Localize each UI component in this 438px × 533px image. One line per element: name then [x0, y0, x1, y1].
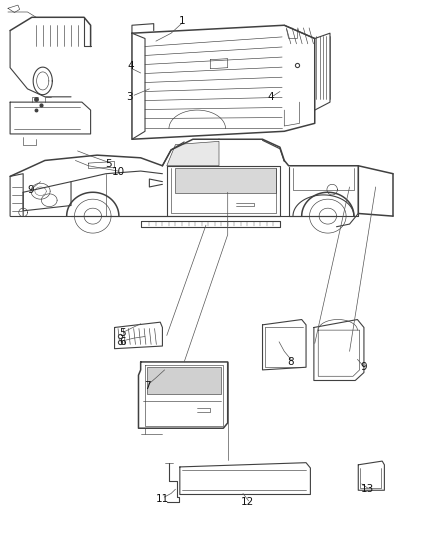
Text: 5: 5 [105, 159, 111, 168]
Text: 7: 7 [144, 381, 151, 391]
Text: 13: 13 [360, 484, 374, 494]
Text: 9: 9 [360, 362, 367, 372]
Polygon shape [147, 367, 221, 394]
Text: 9: 9 [28, 184, 34, 195]
Polygon shape [167, 141, 219, 166]
Text: 8: 8 [287, 357, 294, 367]
Text: 10: 10 [111, 167, 124, 177]
Text: 12: 12 [240, 497, 254, 507]
Text: 11: 11 [156, 494, 169, 504]
Text: 6: 6 [119, 337, 126, 347]
Text: 3: 3 [127, 92, 133, 102]
Text: 5: 5 [119, 328, 126, 338]
Text: 4: 4 [128, 61, 134, 71]
Text: 1: 1 [179, 16, 185, 26]
Polygon shape [176, 168, 276, 193]
Text: 4: 4 [268, 92, 275, 102]
